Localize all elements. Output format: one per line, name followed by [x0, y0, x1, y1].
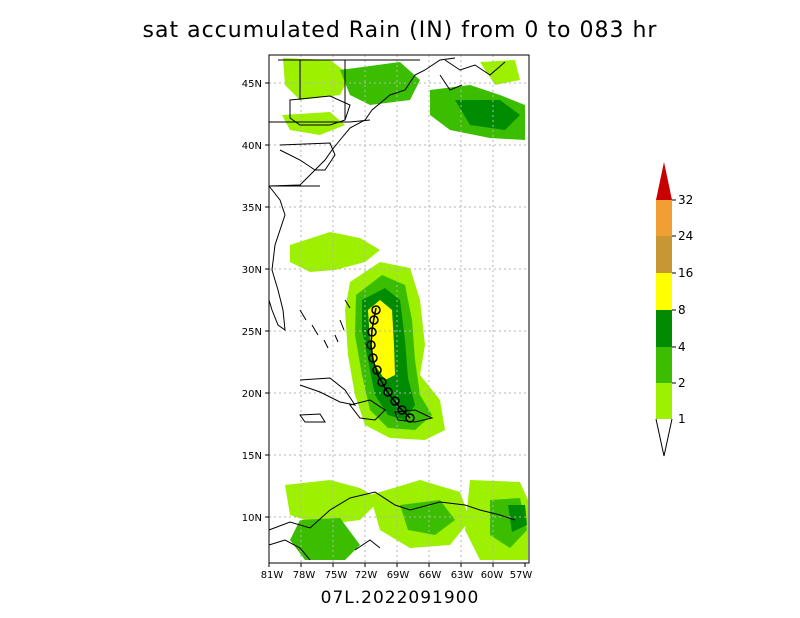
lat-tick-label: 30N: [242, 265, 262, 276]
lat-tick-label: 35N: [242, 203, 262, 214]
lat-ticks: [265, 82, 269, 518]
lat-tick-label: 10N: [242, 513, 262, 524]
colorbar-label: 32: [678, 193, 693, 207]
colorbar: [655, 162, 676, 457]
map-frame: [268, 54, 530, 564]
rain-field: [282, 58, 528, 560]
state-borders: [269, 60, 371, 187]
lon-tick-label: 72W: [355, 570, 378, 581]
colorbar-segment: [656, 200, 672, 236]
colorbar-label: 24: [678, 229, 693, 243]
lat-tick-label: 25N: [242, 327, 262, 338]
colorbar-label: 16: [678, 266, 693, 280]
lon-tick-label: 60W: [481, 570, 504, 581]
colorbar-top-triangle: [656, 162, 672, 200]
colorbar-label: 2: [678, 376, 686, 390]
colorbar-label: 1: [678, 412, 686, 426]
lon-tick-label: 63W: [451, 570, 474, 581]
lat-tick-label: 15N: [242, 451, 262, 462]
lon-tick-label: 66W: [419, 570, 442, 581]
lon-tick-label: 78W: [293, 570, 316, 581]
storm-track: [366, 305, 415, 423]
colorbar-segment: [656, 347, 672, 383]
lon-tick-label: 81W: [261, 570, 284, 581]
colorbar-segment: [656, 273, 672, 310]
lon-tick-label: 69W: [387, 570, 410, 581]
grid-lines: [269, 55, 529, 563]
run-identifier: 07L.2022091900: [320, 588, 480, 608]
lon-ticks: [268, 563, 526, 567]
colorbar-label: 4: [678, 340, 686, 354]
colorbar-segment: [656, 310, 672, 347]
colorbar-bottom-triangle: [655, 418, 673, 457]
lat-tick-label: 45N: [242, 79, 262, 90]
colorbar-segment: [656, 236, 672, 273]
colorbar-segment: [656, 383, 672, 419]
lat-tick-label: 20N: [242, 389, 262, 400]
lat-tick-label: 40N: [242, 141, 262, 152]
chart-title: sat accumulated Rain (IN) from 0 to 083 …: [142, 18, 658, 43]
lon-tick-label: 75W: [325, 570, 348, 581]
colorbar-label: 8: [678, 303, 686, 317]
lon-tick-label: 57W: [510, 570, 533, 581]
